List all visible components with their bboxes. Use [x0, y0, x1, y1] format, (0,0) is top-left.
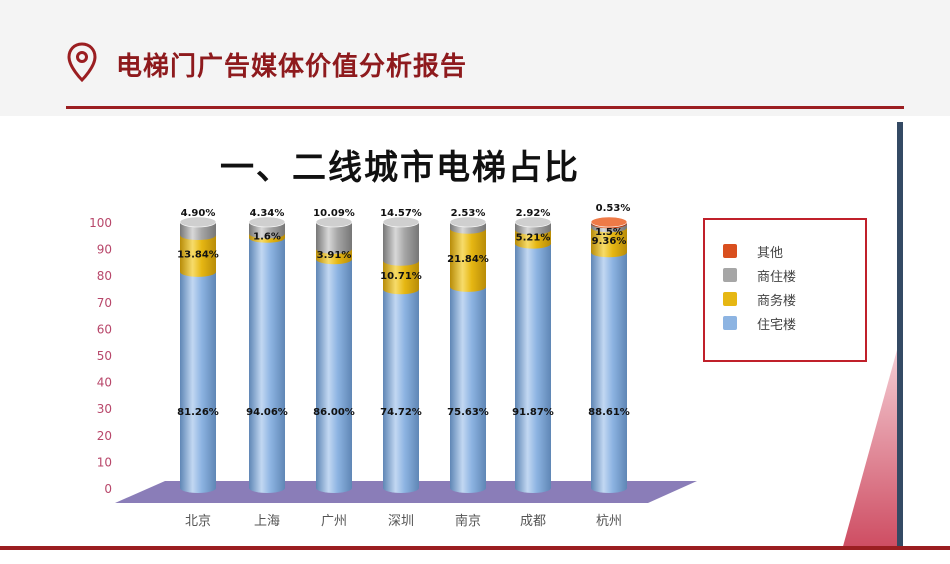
- bar-top-cap: [248, 216, 286, 228]
- y-tick-label: 20: [97, 429, 112, 443]
- y-tick-label: 90: [97, 243, 112, 257]
- data-label-office: 13.84%: [177, 249, 219, 260]
- legend-swatch-office: [723, 292, 737, 306]
- legend-label-other: 其他: [757, 245, 784, 261]
- bar-0-1: [249, 237, 285, 488]
- bar-1-0: [180, 235, 216, 272]
- bar-bottom-cap: [450, 281, 486, 292]
- data-label-mixed: 2.53%: [451, 208, 486, 219]
- bar-1-4: [450, 228, 486, 287]
- data-label-mixed: 1.5%: [595, 227, 623, 238]
- legend-label-office: 商务楼: [757, 293, 797, 309]
- data-label-residential: 81.26%: [177, 407, 219, 418]
- legend-item-residential: 住宅楼: [723, 314, 797, 333]
- header-divider: [66, 106, 904, 109]
- x-tick-label: 北京: [185, 514, 211, 529]
- bar-0-3: [383, 289, 419, 488]
- bar-bottom-cap: [515, 238, 551, 249]
- data-label-other: 0.53%: [596, 203, 631, 214]
- data-label-mixed: 4.90%: [181, 208, 216, 219]
- x-tick-label: 上海: [254, 514, 280, 529]
- bar-top-cap: [514, 216, 552, 228]
- bar-bottom-cap: [383, 284, 419, 295]
- bar-bottom-cap: [316, 483, 352, 493]
- bar-bottom-cap: [180, 483, 216, 493]
- bar-top-cap: [449, 216, 487, 228]
- legend-swatch-residential: [723, 316, 737, 330]
- x-tick-label: 杭州: [596, 514, 622, 529]
- bar-bottom-cap: [515, 483, 551, 493]
- data-label-mixed: 4.34%: [250, 208, 285, 219]
- data-label-office: 5.21%: [516, 233, 551, 244]
- data-label-residential: 88.61%: [588, 407, 630, 418]
- bar-bottom-cap: [249, 228, 285, 239]
- y-tick-label: 80: [97, 269, 112, 283]
- bar-bottom-cap: [383, 255, 419, 266]
- y-tick-label: 40: [97, 376, 112, 390]
- chart-title: 一、二线城市电梯占比: [220, 148, 580, 188]
- header-title: 电梯门广告媒体价值分析报告: [116, 52, 468, 82]
- data-label-mixed: 2.92%: [516, 208, 551, 219]
- x-tick-label: 深圳: [388, 514, 414, 529]
- footer-divider: [0, 546, 950, 550]
- bar-bottom-cap: [249, 483, 285, 493]
- data-label-mixed: 10.09%: [313, 208, 355, 219]
- bar-top-cap: [382, 216, 420, 228]
- y-tick-label: 30: [97, 402, 112, 416]
- legend-swatch-other: [723, 244, 737, 258]
- bar-top-cap: [315, 216, 353, 228]
- bar-bottom-cap: [450, 483, 486, 493]
- y-tick-label: 100: [89, 216, 112, 230]
- data-label-residential: 94.06%: [246, 407, 288, 418]
- bar-top-cap: [179, 216, 217, 228]
- data-label-office: 21.84%: [447, 254, 489, 265]
- data-label-office: 9.36%: [592, 236, 627, 247]
- bar-top-cap: [590, 216, 628, 228]
- bar-0-0: [180, 271, 216, 488]
- y-tick-label: 70: [97, 296, 112, 310]
- bar-2-1: [249, 222, 285, 234]
- data-label-residential: 86.00%: [313, 407, 355, 418]
- data-label-residential: 74.72%: [380, 407, 422, 418]
- bar-0-5: [515, 243, 551, 488]
- data-label-office: 3.91%: [317, 250, 352, 261]
- bar-0-6: [591, 252, 627, 488]
- bar-bottom-cap: [316, 254, 352, 265]
- legend-label-residential: 住宅楼: [757, 317, 797, 333]
- data-label-office: 1.6%: [253, 232, 281, 243]
- legend-item-office: 商务楼: [723, 290, 797, 309]
- legend: 其他 商住楼 商务楼 住宅楼: [703, 218, 867, 362]
- x-tick-label: 南京: [455, 513, 481, 529]
- data-label-mixed: 14.57%: [380, 208, 422, 219]
- legend-label-mixed: 商住楼: [757, 269, 797, 285]
- y-tick-label: 10: [97, 455, 112, 469]
- bar-bottom-cap: [591, 483, 627, 493]
- x-tick-label: 成都: [520, 514, 546, 529]
- location-pin-icon: [67, 42, 97, 82]
- data-label-office: 10.71%: [380, 271, 422, 282]
- data-label-residential: 75.63%: [447, 407, 489, 418]
- bar-bottom-cap: [591, 247, 627, 258]
- bar-0-2: [316, 259, 352, 488]
- y-tick-label: 0: [104, 482, 112, 496]
- bar-bottom-cap: [316, 243, 352, 254]
- bar-2-3: [383, 222, 419, 261]
- data-label-residential: 91.87%: [512, 407, 554, 418]
- right-accent-bar: [897, 122, 903, 550]
- header-band: [0, 0, 950, 116]
- bar-0-4: [450, 286, 486, 488]
- legend-item-mixed: 商住楼: [723, 266, 797, 285]
- bar-bottom-cap: [383, 483, 419, 493]
- bar-bottom-cap: [180, 266, 216, 277]
- bar-bottom-cap: [515, 224, 551, 235]
- x-tick-label: 广州: [321, 514, 347, 529]
- bar-bottom-cap: [180, 230, 216, 241]
- legend-item-other: 其他: [723, 242, 784, 261]
- legend-swatch-mixed: [723, 268, 737, 282]
- y-tick-label: 50: [97, 349, 112, 363]
- bar-1-2: [316, 248, 352, 260]
- y-tick-label: 60: [97, 322, 112, 336]
